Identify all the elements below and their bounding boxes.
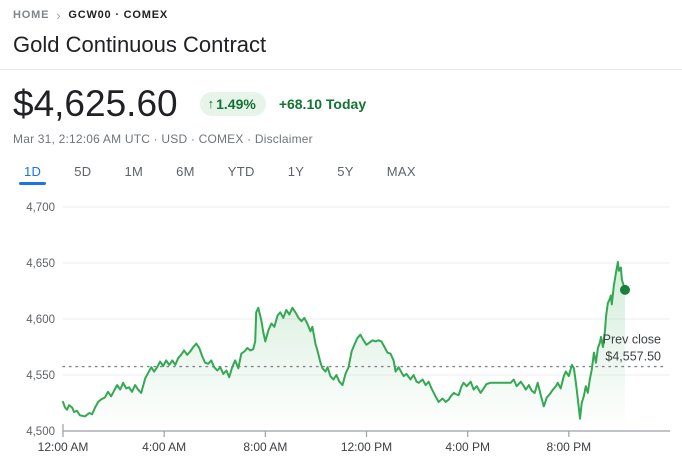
y-axis-label: 4,650 (26, 258, 55, 270)
tab-1y[interactable]: 1Y (288, 159, 305, 183)
absolute-change-today: +68.10 Today (278, 95, 367, 112)
tab-1m[interactable]: 1M (124, 159, 143, 183)
tab-1d[interactable]: 1D (18, 159, 47, 185)
tab-5y[interactable]: 5Y (337, 159, 354, 183)
disclaimer-link[interactable]: Disclaimer (254, 132, 313, 146)
quote-meta-line: Mar 31, 2:12:06 AM UTC · USD · COMEX · D… (13, 132, 682, 146)
y-axis-label: 4,600 (26, 314, 55, 326)
tab-max[interactable]: MAX (387, 159, 416, 183)
breadcrumb-symbol: GCW00 · COMEX (68, 9, 168, 21)
price-area-fill (63, 261, 625, 431)
x-axis-label: 8:00 PM (546, 440, 591, 454)
chart-area: 4,500 4,550 4,600 4,650 4,700 12:00 AM 4:00 AM… (0, 190, 682, 463)
percent-change-badge: ↑ 1.49% (199, 91, 266, 116)
arrow-up-icon: ↑ (207, 95, 215, 111)
prev-close-value: $4,557.50 (605, 350, 661, 364)
x-axis-label: 8:00 AM (243, 440, 287, 454)
tab-ytd[interactable]: YTD (228, 159, 255, 183)
x-axis-label: 4:00 PM (445, 440, 490, 454)
last-price-dot (619, 284, 630, 295)
breadcrumb-home-link[interactable]: HOME (13, 9, 50, 21)
quote-timestamp: Mar 31, 2:12:06 AM UTC · USD · COMEX · (13, 132, 255, 146)
current-price: $4,625.60 (13, 83, 178, 124)
quote-summary: $4,625.60 ↑ 1.49% +68.10 Today (13, 85, 682, 122)
breadcrumb: HOME › GCW00 · COMEX (13, 7, 682, 23)
y-axis-label: 4,500 (26, 426, 55, 438)
x-axis-label: 4:00 AM (142, 440, 186, 454)
tab-6m[interactable]: 6M (176, 159, 195, 183)
y-axis-label: 4,700 (26, 202, 55, 214)
price-line (62, 260, 626, 420)
prev-close-label: Prev close (603, 333, 661, 347)
percent-change-value: 1.49% (216, 95, 256, 112)
x-axis-label: 12:00 AM (38, 440, 89, 454)
header-divider (0, 69, 682, 70)
page-title: Gold Continuous Contract (13, 32, 267, 57)
x-axis-label: 12:00 PM (341, 440, 392, 454)
tab-5d[interactable]: 5D (74, 159, 91, 183)
time-range-tabs: 1D 5D 1M 6M YTD 1Y 5Y MAX (18, 159, 682, 185)
y-axis-label: 4,550 (26, 370, 55, 382)
chevron-right-icon: › (56, 7, 62, 23)
price-chart[interactable]: 4,500 4,550 4,600 4,650 4,700 12:00 AM 4:00 AM… (0, 190, 682, 463)
